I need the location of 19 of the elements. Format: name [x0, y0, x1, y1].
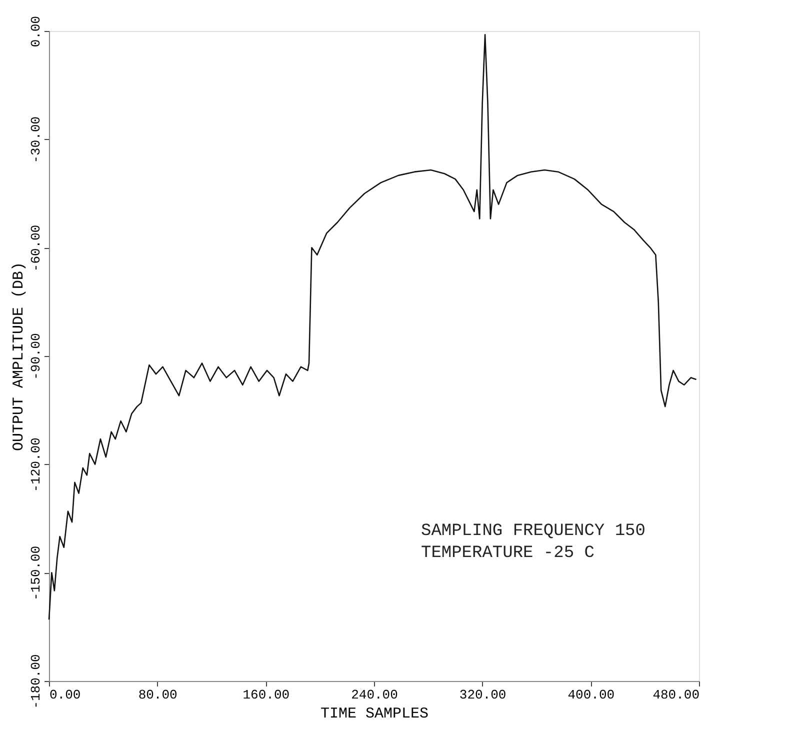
y-tick-label: 0.00: [28, 16, 44, 48]
x-tick-label: 480.00: [652, 688, 700, 702]
x-tick-label: 0.00: [50, 688, 81, 702]
y-tick-label: -30.00: [28, 116, 44, 164]
x-tick-label: 240.00: [351, 688, 398, 702]
y-tick-label: -150.00: [28, 546, 44, 600]
y-tick-label: -180.00: [28, 654, 44, 709]
x-tick-label: 400.00: [568, 688, 615, 702]
y-axis-title: OUTPUT AMPLITUDE (DB): [10, 262, 28, 452]
x-tick-label: 320.00: [459, 688, 506, 702]
y-tick-label: -60.00: [28, 224, 44, 272]
x-axis-title: TIME SAMPLES: [320, 706, 429, 722]
y-tick-label: -120.00: [28, 438, 44, 492]
line-series: [48, 34, 697, 620]
x-tick-label: 160.00: [242, 688, 290, 702]
annotation: TEMPERATURE -25 C: [421, 544, 594, 563]
annotation: SAMPLING FREQUENCY 150: [421, 522, 646, 541]
x-tick-label: 80.00: [138, 688, 178, 702]
y-tick-label: -90.00: [28, 333, 44, 380]
